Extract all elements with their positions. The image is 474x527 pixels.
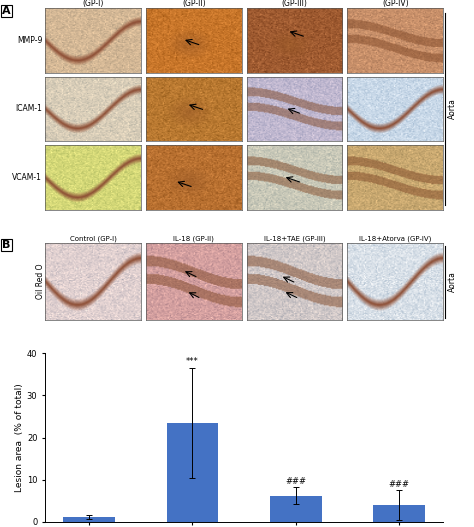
- Text: Aorta: Aorta: [448, 99, 457, 120]
- Y-axis label: ICAM-1: ICAM-1: [15, 104, 42, 113]
- Title: IL-18
(GP-II): IL-18 (GP-II): [182, 0, 206, 8]
- Title: IL-18+Atorva
(GP-IV): IL-18+Atorva (GP-IV): [370, 0, 420, 8]
- Title: IL-18+TAE
(GP-III): IL-18+TAE (GP-III): [275, 0, 314, 8]
- Bar: [63, 516, 115, 522]
- Y-axis label: Oil Red O: Oil Red O: [36, 264, 46, 299]
- Text: ###: ###: [285, 477, 306, 486]
- Text: ***: ***: [186, 357, 199, 366]
- Y-axis label: Lesion area  (% of total): Lesion area (% of total): [15, 383, 24, 492]
- Title: Control (GP-I): Control (GP-I): [70, 236, 117, 242]
- Title: Control
(GP-I): Control (GP-I): [79, 0, 107, 8]
- Y-axis label: VCAM-1: VCAM-1: [12, 173, 42, 182]
- Title: IL-18+TAE (GP-III): IL-18+TAE (GP-III): [264, 236, 325, 242]
- Text: A: A: [2, 6, 11, 16]
- Text: B: B: [2, 240, 11, 250]
- Bar: [374, 505, 425, 522]
- Title: IL-18 (GP-II): IL-18 (GP-II): [173, 236, 214, 242]
- Title: IL-18+Atorva (GP-IV): IL-18+Atorva (GP-IV): [359, 236, 431, 242]
- Text: ###: ###: [389, 480, 410, 489]
- Text: Aorta: Aorta: [448, 271, 457, 292]
- Bar: [166, 423, 218, 522]
- Y-axis label: MMP-9: MMP-9: [17, 36, 42, 45]
- Bar: [270, 495, 322, 522]
